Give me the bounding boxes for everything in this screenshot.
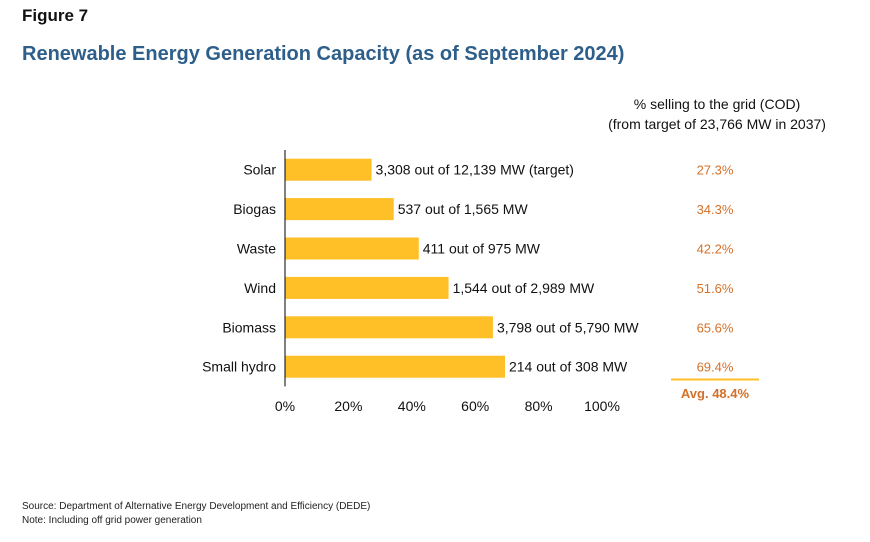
category-label: Small hydro	[202, 359, 276, 375]
bar-1	[285, 198, 394, 221]
category-label: Biomass	[222, 319, 276, 335]
pct-column-header: % selling to the grid (COD)	[633, 96, 801, 112]
bar-label: 3,308 out of 12,139 MW (target)	[376, 162, 574, 178]
bar-4	[285, 316, 493, 339]
x-tick-label: 20%	[334, 398, 362, 414]
bar-label: 537 out of 1,565 MW	[398, 201, 529, 217]
pct-column-subheader: (from target of 23,766 MW in 2037)	[608, 116, 826, 132]
x-tick-label: 40%	[398, 398, 426, 414]
category-label: Solar	[243, 162, 276, 178]
pct-label: 34.3%	[697, 202, 734, 217]
category-label: Wind	[244, 280, 276, 296]
category-label: Waste	[237, 241, 276, 257]
chart-title: Renewable Energy Generation Capacity (as…	[22, 43, 625, 65]
x-tick-label: 80%	[525, 398, 553, 414]
source-note: Source: Department of Alternative Energy…	[22, 501, 371, 512]
bar-5	[285, 355, 505, 378]
figure-label: Figure 7	[22, 6, 89, 25]
footer-note: Note: Including off grid power generatio…	[22, 515, 202, 526]
pct-label: 27.3%	[697, 163, 734, 178]
bar-0	[285, 158, 372, 181]
bar-label: 1,544 out of 2,989 MW	[453, 280, 595, 296]
bar-label: 214 out of 308 MW	[509, 359, 628, 375]
x-tick-label: 0%	[275, 398, 295, 414]
bar-label: 3,798 out of 5,790 MW	[497, 319, 639, 335]
x-tick-label: 60%	[461, 398, 489, 414]
pct-label: 65.6%	[697, 320, 734, 335]
bar-label: 411 out of 975 MW	[423, 241, 541, 257]
bar-3	[285, 276, 449, 299]
category-label: Biogas	[233, 201, 276, 217]
pct-label: 51.6%	[697, 281, 734, 296]
pct-label: 42.2%	[697, 242, 734, 257]
x-tick-label: 100%	[584, 398, 620, 414]
average-label: Avg. 48.4%	[681, 386, 750, 401]
pct-label: 69.4%	[697, 360, 734, 375]
bar-2	[285, 237, 419, 260]
